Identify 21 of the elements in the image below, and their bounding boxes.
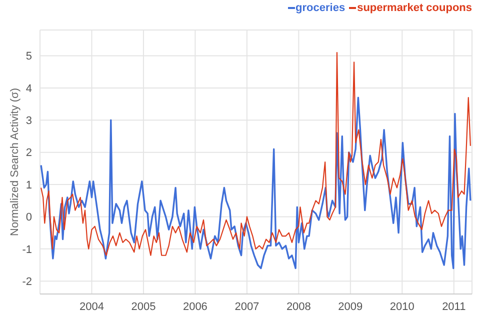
x-tick-label: 2007: [234, 300, 260, 313]
y-tick-label: 3: [26, 115, 32, 128]
x-tick-label: 2009: [338, 300, 363, 313]
y-axis-title: Normalized Search Activity (σ): [8, 88, 21, 236]
legend-label: groceries: [294, 2, 346, 14]
x-tick-label: 2005: [131, 300, 156, 313]
y-tick-label: -1: [22, 244, 32, 256]
legend-label: supermarket coupons: [356, 2, 472, 14]
line-series: [40, 96, 472, 270]
y-tick-label: 0: [26, 212, 32, 224]
x-tick-label: 2011: [442, 300, 466, 313]
y-tick-label: 2: [26, 147, 32, 160]
y-tick-label: 5: [26, 50, 32, 63]
y-tick-label: 4: [26, 82, 32, 95]
line-series: [40, 52, 471, 256]
x-tick-label: 2008: [286, 300, 311, 313]
x-tick-label: 2006: [182, 300, 208, 313]
x-tick-label: 2010: [390, 300, 414, 313]
x-tick-label: 2004: [79, 300, 104, 313]
y-tick-label: -2: [22, 276, 32, 288]
y-tick-label: 1: [26, 179, 32, 192]
